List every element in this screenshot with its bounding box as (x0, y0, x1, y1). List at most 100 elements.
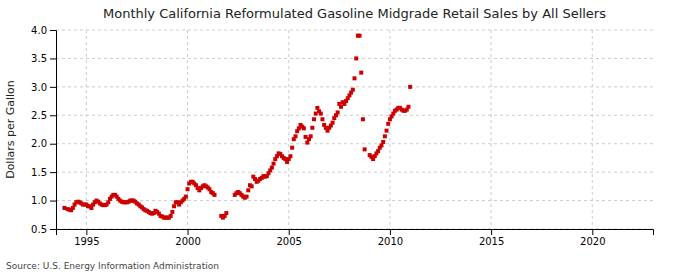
tick-mark (50, 144, 56, 145)
tick-mark (289, 229, 290, 235)
tick: 2000 (175, 229, 200, 247)
point (358, 34, 362, 38)
tick-mark (86, 229, 87, 235)
point (320, 117, 324, 121)
tick-label: 3.5 (31, 53, 47, 64)
grid-line-x (187, 30, 188, 229)
tick: 2010 (378, 229, 403, 247)
grid-line-y (56, 200, 653, 201)
tick: 1.0 (31, 195, 56, 206)
grid-line-y (56, 115, 653, 116)
point (312, 117, 316, 121)
point (319, 112, 323, 116)
point (302, 126, 306, 130)
tick: 1995 (74, 229, 99, 247)
tick-label: 3.0 (31, 82, 47, 93)
tick-mark (50, 172, 56, 173)
point (361, 117, 365, 121)
point (386, 122, 390, 126)
annotation: Source: U.S. Energy Information Administ… (6, 261, 219, 271)
point (293, 134, 297, 138)
grid-line-y (56, 172, 653, 173)
point (172, 204, 176, 208)
point (288, 154, 292, 158)
grid-line-y (56, 86, 653, 87)
point (331, 121, 335, 125)
point (246, 188, 250, 192)
point (315, 106, 319, 110)
point (224, 211, 228, 215)
point (379, 143, 383, 147)
grid-line-x (592, 30, 593, 229)
point (270, 166, 274, 170)
point (184, 195, 188, 199)
tick-mark (50, 201, 56, 202)
y-axis-title: Dollars per Gallon (4, 80, 17, 179)
point (170, 210, 174, 214)
point (290, 146, 294, 150)
grid-line-x (491, 30, 492, 229)
point (186, 187, 190, 191)
grid-line-y (56, 143, 653, 144)
tick-mark (592, 229, 593, 235)
tick-mark (50, 229, 56, 230)
point (363, 147, 367, 151)
point (354, 56, 358, 60)
point (406, 105, 410, 109)
grid-line-x (389, 30, 390, 229)
tick: 2020 (580, 229, 605, 247)
grid-line-x (288, 30, 289, 229)
point (305, 141, 309, 145)
point (169, 214, 173, 218)
tick: 1.5 (31, 167, 56, 178)
point (89, 206, 93, 210)
point (106, 200, 110, 204)
tick-label: 1.5 (31, 167, 47, 178)
point (353, 76, 357, 80)
x-axis: 199520002005201020152020 (57, 229, 654, 247)
point (310, 126, 314, 130)
tick-mark (50, 115, 56, 116)
point (71, 206, 75, 210)
point (408, 85, 412, 89)
y-axis: 0.5 1.0 1.5 2.0 2.5 3.0 3.5 4.0 (31, 25, 56, 235)
point (245, 195, 249, 199)
point (272, 162, 276, 166)
point (351, 88, 355, 92)
chart: 1995200020052010201520200.51.01.52.02.53… (0, 0, 675, 275)
tick-label: 2005 (277, 236, 302, 247)
tick: 0.5 (31, 224, 56, 235)
axis-line (50, 31, 57, 230)
grid-line-y (56, 30, 653, 31)
tick-label: 2020 (580, 236, 605, 247)
grid-line-x (86, 30, 87, 229)
tick-mark (491, 229, 492, 235)
tick: 3.5 (31, 53, 56, 64)
point (309, 134, 313, 138)
tick-label: 0.5 (31, 224, 47, 235)
tick: 2.0 (31, 138, 56, 149)
point (336, 110, 340, 114)
tick-label: 2.5 (31, 110, 47, 121)
tick-label: 2000 (175, 236, 200, 247)
point (213, 193, 217, 197)
tick: 2.5 (31, 110, 56, 121)
tick-mark (390, 229, 391, 235)
point (385, 129, 389, 133)
title: Monthly California Reformulated Gasoline… (103, 6, 606, 21)
tick-label: 1995 (74, 236, 99, 247)
axis-line (57, 230, 654, 236)
point (383, 134, 387, 138)
tick-label: 2.0 (31, 138, 47, 149)
tick: 2005 (277, 229, 302, 247)
grid (56, 30, 653, 229)
tick-label: 4.0 (31, 25, 47, 36)
tick-mark (50, 30, 56, 31)
point (381, 140, 385, 144)
tick: 3.0 (31, 82, 56, 93)
tick: 4.0 (31, 25, 56, 36)
tick-mark (50, 87, 56, 88)
point (250, 184, 254, 188)
tick-label: 2010 (378, 236, 403, 247)
tick-label: 1.0 (31, 195, 47, 206)
